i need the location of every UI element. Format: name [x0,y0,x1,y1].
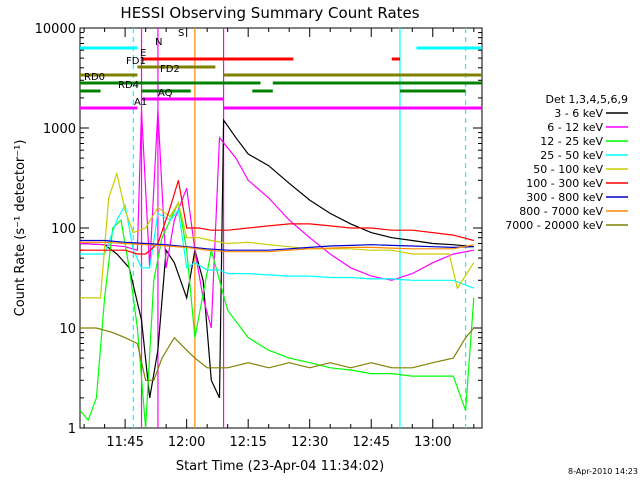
legend-label: 7000 - 20000 keV [505,219,603,232]
series-line [79,200,475,429]
flag-label: RD4 [118,80,139,91]
flag-label: E [140,48,146,59]
x-tick-label: 13:00 [414,435,451,450]
y-axis-label: Count Rate (s⁻¹ detector⁻¹) [13,140,28,317]
series-line [80,241,474,253]
plot-area: 1 10 100 1000 10000 11:45 12:00 12:15 12:30 12:45… [35,22,483,450]
chart-title: HESSI Observing Summary Count Rates [120,4,419,22]
series-line [80,180,474,255]
x-tick-label: 12:00 [168,435,205,450]
legend-label: 300 - 800 keV [526,191,603,204]
legend-label: 12 - 25 keV [540,135,603,148]
y-tick-label: 1 [68,422,76,437]
flag-label: RD0 [84,72,105,83]
x-axis-label: Start Time (23-Apr-04 11:34:02) [176,459,384,474]
legend-label: 100 - 300 keV [526,177,603,190]
y-tick-label: 100 [51,222,76,237]
series-line [79,110,474,329]
series-line [80,203,475,289]
legend-title: Det 1,3,4,5,6,9 [545,93,628,106]
legend-label: 50 - 100 keV [533,163,603,176]
series-line [80,171,475,299]
x-tick-label: 11:45 [106,435,143,450]
legend-label: 6 - 12 keV [547,121,603,134]
flag-label: FD1 [126,56,146,67]
y-tick-label: 10 [59,322,76,337]
flag-label: FD2 [160,64,180,75]
y-tick-label: 10000 [35,22,76,37]
x-tick-label: 12:15 [229,435,266,450]
series-line [80,239,474,251]
series-line [79,118,474,399]
y-tick-label: 1000 [43,122,76,137]
flag-label: S [178,28,184,39]
series-line [80,327,475,381]
flag-label: A1 [134,97,147,108]
flag-label: N [155,37,162,48]
flag-label: AQ [158,88,173,99]
legend-label: 3 - 6 keV [554,107,603,120]
x-tick-label: 12:30 [291,435,328,450]
legend-label: 800 - 7000 keV [519,205,603,218]
legend-label: 25 - 50 keV [540,149,603,162]
footer-timestamp: 8-Apr-2010 14:23 [568,467,638,476]
x-tick-label: 12:45 [353,435,390,450]
